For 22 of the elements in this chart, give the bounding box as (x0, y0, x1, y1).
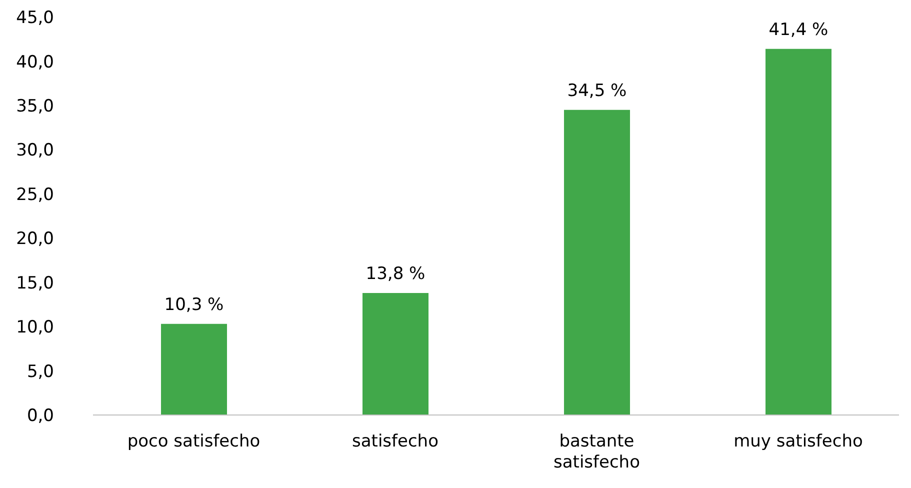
x-tick-label: muy satisfecho (734, 431, 863, 452)
data-label: 34,5 % (567, 80, 627, 101)
y-tick-label: 30,0 (16, 140, 54, 161)
x-tick-label: satisfecho (352, 431, 438, 452)
y-tick-label: 40,0 (16, 52, 54, 72)
y-tick-label: 10,0 (16, 318, 54, 338)
data-label: 10,3 % (164, 294, 224, 315)
y-tick-label: 45,0 (16, 8, 54, 28)
y-tick-label: 25,0 (16, 184, 54, 205)
bar (766, 48, 832, 415)
y-tick-label: 5,0 (26, 362, 54, 382)
bar (362, 292, 428, 415)
bar (564, 110, 630, 415)
x-tick-label: bastante satisfecho (554, 431, 640, 473)
bar (161, 324, 227, 415)
y-tick-label: 20,0 (16, 229, 54, 250)
data-label: 13,8 % (366, 264, 426, 284)
x-tick-label: poco satisfecho (127, 431, 260, 452)
y-tick-label: 15,0 (16, 273, 54, 294)
y-tick-label: 35,0 (16, 96, 54, 116)
y-tick-label: 0,0 (26, 406, 54, 426)
data-label: 41,4 % (768, 20, 828, 40)
